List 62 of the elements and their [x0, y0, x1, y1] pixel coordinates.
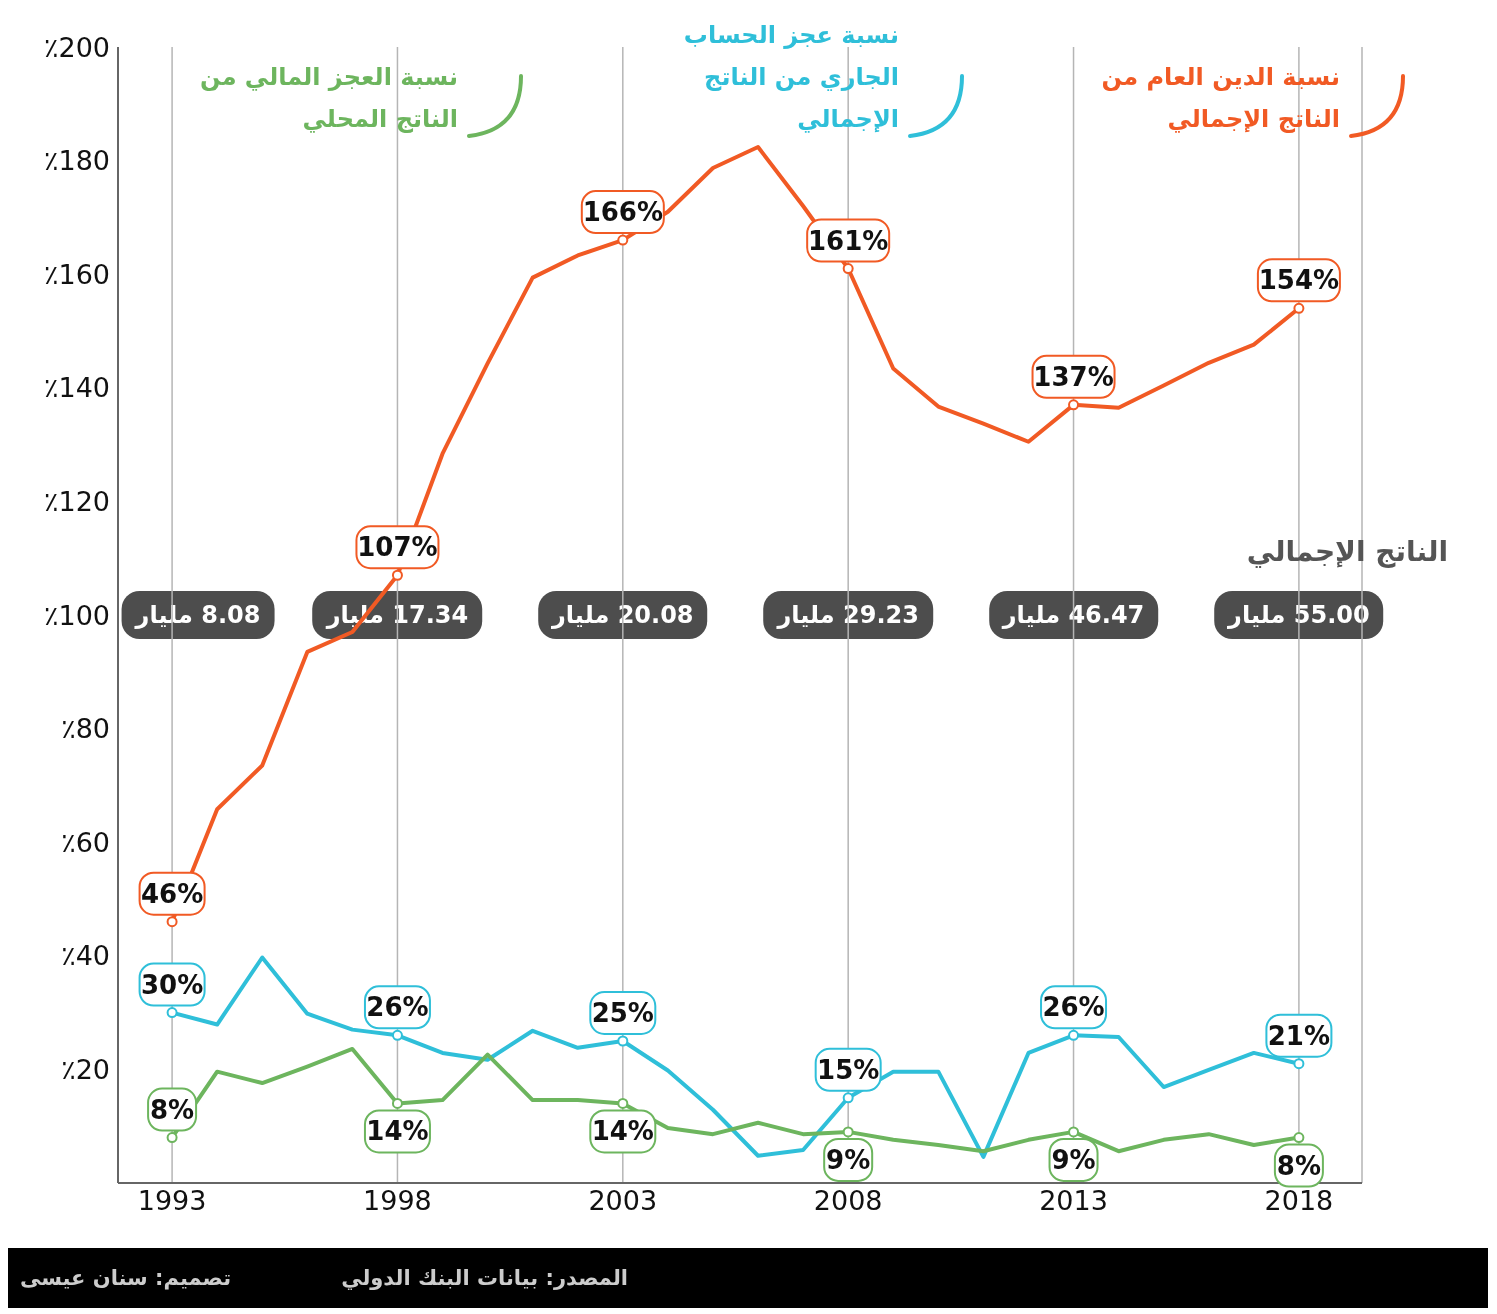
y-tick-label: ٪200 [43, 31, 110, 63]
annotation: 55.00 مليار [1214, 591, 1384, 639]
text: نسبة العجز المالي من الناتج المحلي [199, 62, 458, 135]
data-label: 107% [357, 532, 438, 563]
point [391, 569, 403, 581]
x-tick-label: 2018 [1264, 1185, 1334, 1217]
data-label: 30% [140, 969, 204, 1000]
data-label: 8% [150, 1094, 195, 1125]
y-tick-label: ٪60 [61, 826, 110, 858]
point [166, 1007, 178, 1019]
point [1068, 1126, 1080, 1138]
data-label: 9% [826, 1144, 871, 1175]
annotation: الناتج الإجمالي [1246, 535, 1448, 568]
data-label: 137% [1033, 361, 1114, 392]
y-tick-label: ٪160 [43, 258, 110, 290]
point [842, 1126, 854, 1138]
y-tick-label: ٪80 [61, 713, 110, 745]
y-tick-label: ٪120 [43, 485, 110, 517]
y-tick-label: ٪180 [43, 145, 110, 177]
point [617, 1035, 629, 1047]
annotation: 20.08 مليار [538, 591, 708, 639]
point [617, 234, 629, 246]
point [1068, 1029, 1080, 1041]
data-label: 14% [366, 1116, 429, 1147]
text: نسبة عجز الحساب الجاري من الناتج الإجمالي [682, 20, 899, 135]
y-tick-label: ٪20 [61, 1053, 110, 1085]
point [166, 916, 178, 928]
text: المصدر: بيانات البنك الدولي [341, 1266, 628, 1290]
point [617, 1097, 629, 1109]
y-tick-label: ٪40 [61, 940, 110, 972]
data-label: 21% [1267, 1020, 1331, 1051]
point [1293, 1058, 1305, 1070]
data-label: 15% [817, 1054, 880, 1085]
data-label: 25% [591, 998, 654, 1028]
data-label: 26% [1042, 992, 1105, 1023]
point [1293, 1132, 1305, 1144]
data-label: 166% [582, 197, 663, 228]
data-label: 14% [591, 1116, 654, 1147]
point [391, 1097, 403, 1109]
annotation: 29.23 مليار [763, 591, 933, 639]
x-tick-label: 2003 [588, 1185, 658, 1217]
y-tick-label: ٪140 [43, 372, 110, 404]
point [166, 1132, 178, 1144]
data-label: 154% [1258, 265, 1340, 296]
x-tick-label: 1998 [363, 1185, 432, 1217]
point [1068, 399, 1080, 411]
data-label: 161% [808, 225, 889, 256]
x-tick-label: 1993 [137, 1185, 207, 1217]
text: نسبة الدين العام من الناتج الإجمالي [1100, 62, 1340, 135]
data-label: 26% [366, 992, 429, 1023]
x-tick-label: 2013 [1039, 1185, 1108, 1217]
point [1293, 302, 1305, 314]
point [842, 1092, 854, 1104]
x-tick-label: 2008 [813, 1185, 883, 1217]
text: تصميم: سنان عيسى [19, 1266, 232, 1290]
point [391, 1029, 403, 1041]
data-label: 8% [1276, 1150, 1321, 1181]
y-tick-label: ٪100 [43, 599, 110, 631]
data-label: 46% [140, 878, 204, 909]
data-label: 9% [1051, 1144, 1096, 1175]
annotation: 8.08 مليار [121, 591, 275, 639]
point [842, 263, 854, 275]
